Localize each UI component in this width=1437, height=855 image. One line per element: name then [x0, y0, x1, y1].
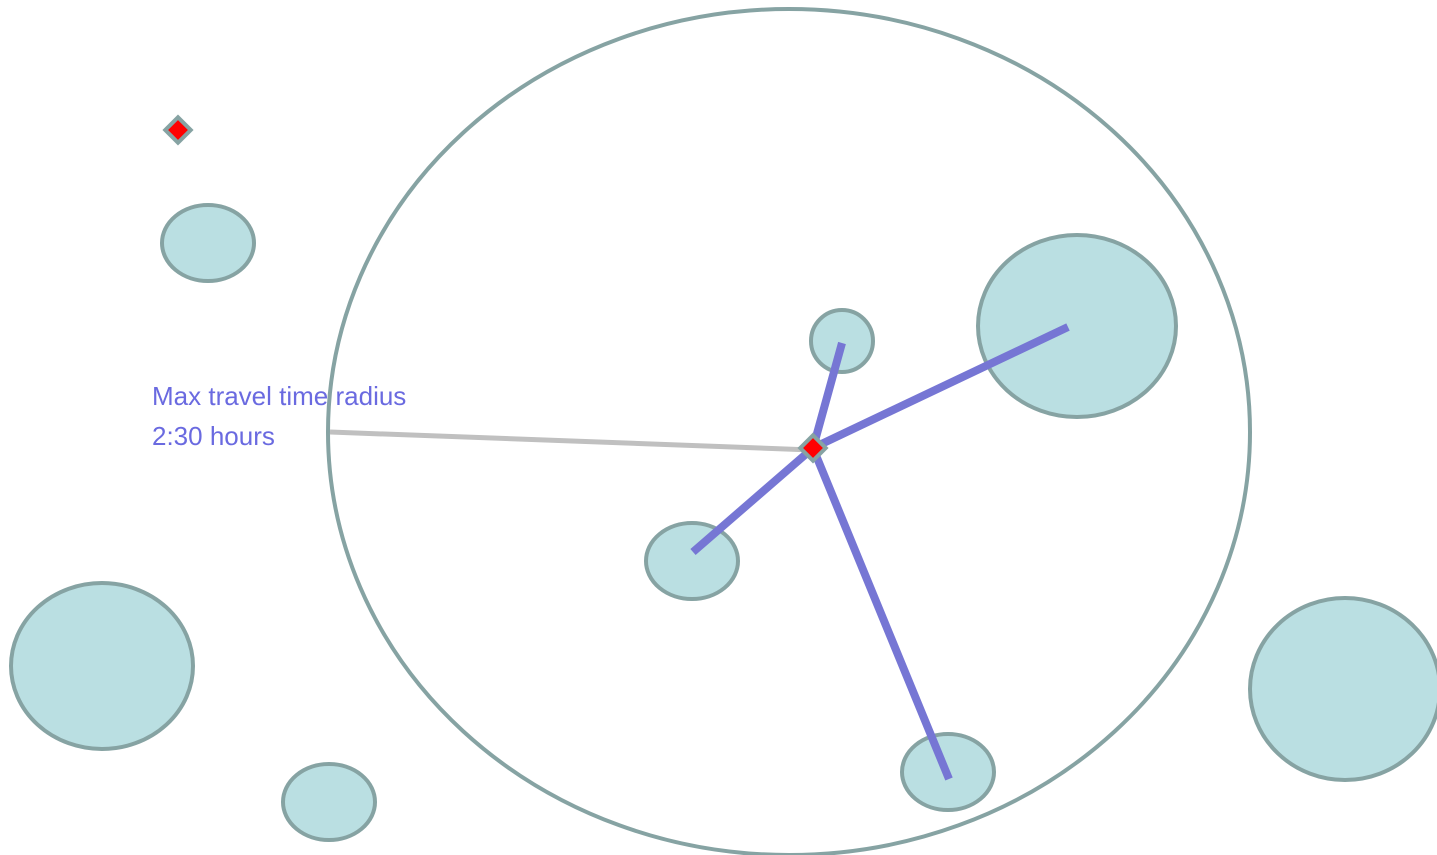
annotation-line: 2:30 hours [152, 421, 275, 451]
radius-line [329, 429, 813, 453]
travel-radius-boundary [326, 7, 1252, 855]
route [690, 444, 816, 556]
marker [797, 432, 829, 464]
marker [162, 114, 194, 146]
location [809, 308, 875, 374]
route [811, 323, 1070, 452]
location [9, 581, 195, 751]
route [809, 341, 846, 450]
location [644, 521, 740, 601]
location [160, 203, 256, 283]
route [809, 446, 953, 781]
location [1248, 596, 1437, 782]
location [281, 762, 377, 842]
annotation-line: Max travel time radius [152, 381, 406, 411]
location [976, 233, 1178, 419]
